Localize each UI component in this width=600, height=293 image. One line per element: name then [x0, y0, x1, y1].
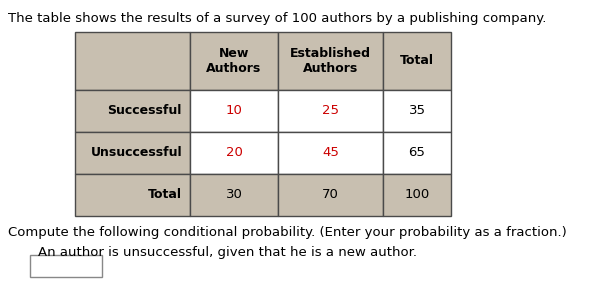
Text: Successful: Successful	[107, 105, 182, 117]
Text: 70: 70	[322, 188, 339, 202]
Text: Established
Authors: Established Authors	[290, 47, 371, 75]
Text: 45: 45	[322, 146, 339, 159]
Text: Total: Total	[148, 188, 182, 202]
Text: 65: 65	[409, 146, 425, 159]
Text: 20: 20	[226, 146, 242, 159]
Text: New
Authors: New Authors	[206, 47, 262, 75]
Text: 25: 25	[322, 105, 339, 117]
Text: Compute the following conditional probability. (Enter your probability as a frac: Compute the following conditional probab…	[8, 226, 567, 239]
Text: 10: 10	[226, 105, 242, 117]
Text: Total: Total	[400, 54, 434, 67]
Text: 35: 35	[409, 105, 425, 117]
Text: 100: 100	[404, 188, 430, 202]
Text: An author is unsuccessful, given that he is a new author.: An author is unsuccessful, given that he…	[38, 246, 417, 259]
Text: The table shows the results of a survey of 100 authors by a publishing company.: The table shows the results of a survey …	[8, 12, 547, 25]
Text: 30: 30	[226, 188, 242, 202]
Text: Unsuccessful: Unsuccessful	[91, 146, 182, 159]
